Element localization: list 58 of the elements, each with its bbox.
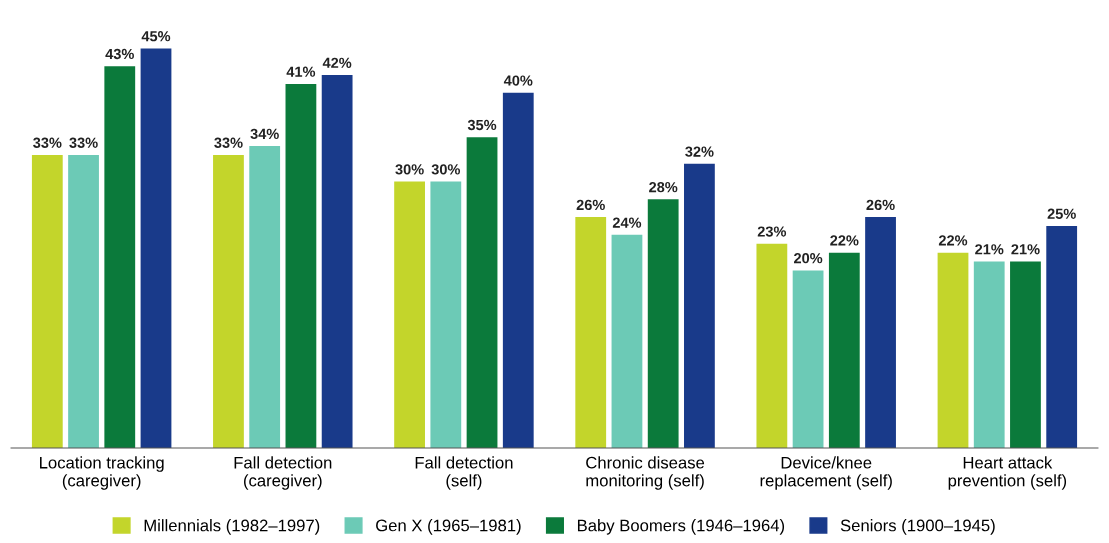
bar xyxy=(466,137,498,448)
bar xyxy=(140,48,172,448)
bar xyxy=(104,66,136,448)
bar xyxy=(1010,261,1041,448)
data-label: 24% xyxy=(612,217,642,228)
data-label: 30% xyxy=(431,164,461,175)
data-label: 28% xyxy=(649,181,678,193)
data-label: 40% xyxy=(503,75,533,86)
bar xyxy=(502,92,534,448)
bar xyxy=(575,217,607,448)
data-label: 32% xyxy=(685,146,714,157)
x-tick-label: Fall detection (caregiver) xyxy=(234,456,332,490)
x-tick-label: Device/knee replacement (self) xyxy=(760,456,892,490)
bar xyxy=(213,154,244,448)
bar xyxy=(611,234,643,448)
data-label: 26% xyxy=(866,199,895,211)
legend-label: Baby Boomers (1946–1964) xyxy=(577,519,785,535)
legend-label: Seniors (1900–1945) xyxy=(840,519,995,535)
bar xyxy=(828,252,860,448)
bar xyxy=(973,261,1005,448)
legend-label: Gen X (1965–1981) xyxy=(376,519,521,535)
data-label: 35% xyxy=(467,119,497,131)
data-label: 33% xyxy=(69,137,98,148)
data-label: 45% xyxy=(141,31,171,42)
x-tick-label: Heart attack prevention (self) xyxy=(948,456,1067,490)
bar xyxy=(684,163,715,448)
data-label: 21% xyxy=(975,244,1004,255)
bar xyxy=(321,75,353,448)
bar xyxy=(68,154,99,448)
bar xyxy=(647,199,679,448)
data-label: 33% xyxy=(214,137,243,148)
data-label: 22% xyxy=(938,235,968,246)
bar xyxy=(31,154,63,448)
data-label: 21% xyxy=(1011,244,1040,255)
bar xyxy=(249,146,281,448)
data-label: 20% xyxy=(794,253,823,264)
legend-label: Millennials (1982–1997) xyxy=(144,519,320,535)
data-label: 34% xyxy=(250,128,279,140)
bar xyxy=(756,243,788,448)
x-tick-label: Location tracking (caregiver) xyxy=(40,456,164,490)
data-label: 22% xyxy=(830,235,859,246)
bar xyxy=(865,217,896,448)
bar xyxy=(1046,225,1078,448)
data-label: 26% xyxy=(576,199,605,211)
data-label: 43% xyxy=(105,48,134,60)
data-label: 42% xyxy=(322,57,352,68)
data-label: 33% xyxy=(33,137,62,148)
bar xyxy=(937,252,969,448)
data-label: 30% xyxy=(395,164,424,175)
data-label: 23% xyxy=(757,226,787,237)
data-label: 41% xyxy=(286,66,316,77)
x-tick-label: Chronic disease monitoring (self) xyxy=(586,456,705,490)
bar xyxy=(285,83,317,448)
bar xyxy=(430,181,462,448)
x-tick-label: Fall detection (self) xyxy=(415,456,513,490)
data-label: 25% xyxy=(1047,208,1076,219)
bar xyxy=(792,270,824,448)
bar xyxy=(394,181,425,448)
